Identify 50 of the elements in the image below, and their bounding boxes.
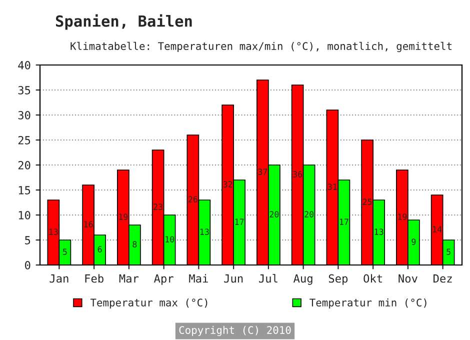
data-label: 26: [188, 196, 198, 202]
data-label: 16: [84, 221, 93, 228]
data-label: 10: [166, 236, 174, 242]
data-label: 31: [328, 184, 337, 190]
data-label: 23: [154, 204, 162, 210]
x-tick-label: Okt: [364, 274, 382, 283]
chart-subtitle: Klimatabelle: Temperaturen max/min (°C), monatlich, gemittelt: [70, 42, 452, 52]
legend-label: Temperatur max (°C): [90, 298, 208, 309]
text: Copyright (C) 2010: [179, 326, 291, 336]
y-tick-label: 40: [18, 61, 30, 70]
data-label: 36: [293, 171, 302, 178]
x-tick-label: Mar: [119, 274, 139, 283]
data-label: 9: [412, 238, 416, 245]
x-tick-label: Feb: [85, 274, 104, 283]
data-label: 5: [446, 248, 450, 255]
x-tick-label: Nov: [398, 274, 418, 283]
data-label: 14: [433, 226, 442, 232]
data-label: 13: [374, 228, 384, 235]
y-tick-label: 15: [18, 186, 30, 194]
y-tick-label: 0: [25, 261, 30, 270]
data-label: 6: [98, 246, 102, 252]
x-tick-label: Apr: [154, 274, 174, 285]
x-tick-label: Mai: [189, 274, 208, 283]
data-label: 17: [235, 218, 244, 225]
data-label: 20: [304, 211, 314, 218]
x-tick-label: Dez: [434, 274, 452, 283]
data-label: 37: [258, 168, 268, 175]
data-label: 13: [200, 228, 209, 235]
y-tick-label: 10: [18, 211, 30, 220]
x-tick-label: Jan: [50, 274, 68, 283]
data-label: 8: [132, 241, 137, 248]
y-tick-label: 35: [18, 86, 30, 94]
legend-label: Temperatur min (°C): [310, 298, 426, 309]
y-tick-label: 5: [25, 236, 30, 244]
data-label: 32: [223, 181, 232, 188]
y-tick-label: 25: [18, 136, 30, 144]
x-tick-label: Jun: [224, 274, 243, 283]
data-label: 13: [49, 228, 58, 235]
data-label: 20: [270, 211, 279, 218]
data-label: 5: [63, 248, 67, 255]
y-tick-label: 20: [18, 161, 30, 170]
data-label: 25: [362, 198, 372, 205]
chart-title: Spanien, Bailen: [56, 14, 192, 30]
x-tick-label: Sep: [328, 274, 348, 285]
y-tick-label: 30: [18, 111, 30, 120]
x-tick-label: Jul: [258, 274, 278, 283]
data-label: 19: [398, 214, 407, 220]
data-label: 17: [340, 218, 348, 225]
x-tick-label: Aug: [293, 274, 312, 285]
data-label: 19: [119, 214, 128, 220]
